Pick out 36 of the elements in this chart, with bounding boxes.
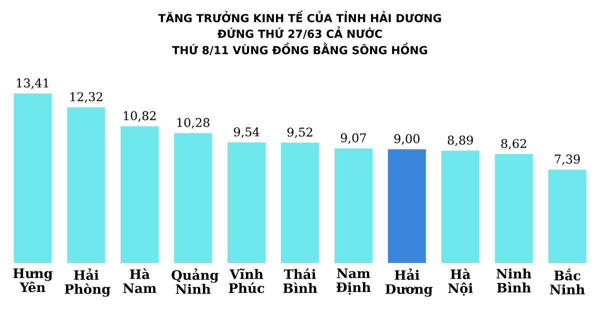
text: THỨ 8/11 VÙNG ĐỒNG BẰNG SÔNG HỒNG bbox=[172, 42, 428, 56]
bar bbox=[67, 107, 106, 264]
bar bbox=[228, 142, 266, 264]
x-tick-label: Quảng Ninh bbox=[172, 268, 219, 294]
bar bbox=[174, 133, 212, 264]
chart-subtitle: ĐỨNG THỨ 27/63 CẢ NƯỚC bbox=[218, 26, 382, 39]
bar bbox=[14, 94, 52, 264]
x-tick-label: Hải Dương bbox=[386, 268, 433, 297]
data-label: 10,28 bbox=[177, 118, 210, 129]
x-tick-label: Thái Bình bbox=[283, 268, 318, 293]
bar bbox=[548, 170, 586, 264]
chart-title: TĂNG TRƯỞNG KINH TẾ CỦA TỈNH HẢI DƯƠNG bbox=[158, 10, 441, 22]
data-label: 9,07 bbox=[340, 133, 366, 144]
data-label: 10,82 bbox=[124, 111, 156, 122]
data-label: 8,62 bbox=[501, 138, 526, 150]
bar bbox=[120, 126, 159, 264]
bar bbox=[388, 149, 426, 264]
bar bbox=[281, 142, 320, 264]
x-tick-label: Nam Định bbox=[336, 268, 371, 295]
data-label: 9,52 bbox=[287, 128, 312, 138]
bar bbox=[494, 154, 533, 264]
x-tick-label: Hà Nội bbox=[448, 268, 473, 296]
x-tick-label: Hưng Yên bbox=[13, 268, 53, 292]
data-label: 9,00 bbox=[394, 134, 420, 145]
x-tick-label: Vĩnh Phúc bbox=[228, 268, 264, 294]
data-label: 9,54 bbox=[234, 127, 260, 138]
data-label: 8,89 bbox=[448, 136, 473, 146]
data-label: 7,39 bbox=[554, 154, 580, 166]
x-tick-label: Bắc Ninh bbox=[550, 268, 585, 294]
x-tick-label: Ninh Bình bbox=[496, 268, 532, 292]
bar bbox=[334, 148, 372, 264]
data-label: 12,32 bbox=[70, 92, 102, 103]
data-label: 13,41 bbox=[17, 78, 48, 89]
bar bbox=[441, 150, 480, 264]
x-tick-label: Hà Nam bbox=[123, 268, 156, 294]
x-tick-label: Hải Phòng bbox=[64, 268, 110, 297]
